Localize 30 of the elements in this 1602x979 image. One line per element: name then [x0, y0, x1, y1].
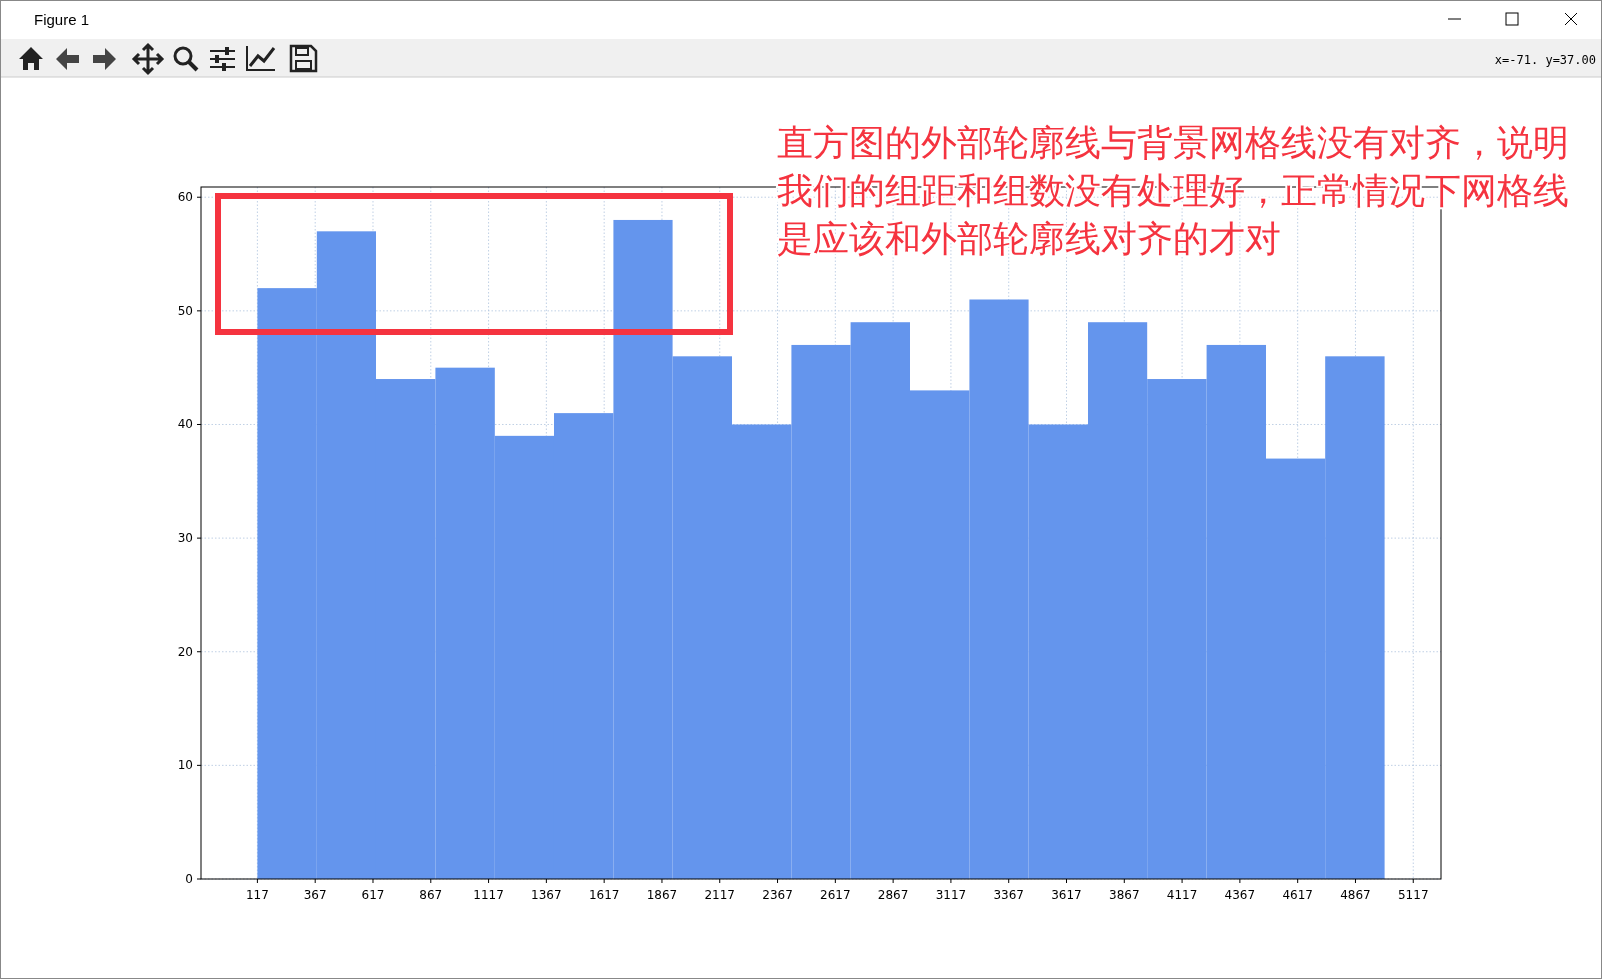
- y-tick-label: 20: [177, 644, 193, 659]
- x-tick-label: 1867: [646, 888, 678, 902]
- x-tick-label: 2867: [877, 888, 909, 902]
- caption: Figure 1: [34, 11, 90, 28]
- x-tick-label: 3117: [935, 888, 967, 902]
- x-tick-label: 617: [361, 888, 385, 902]
- x-tick-label: 5117: [1397, 888, 1429, 902]
- x-tick-label: 3617: [1051, 888, 1082, 902]
- x-tick-label: 867: [419, 888, 443, 902]
- x-tick-label: 3367: [993, 888, 1024, 902]
- x-tick-label: 2367: [762, 888, 793, 902]
- x-tick-label: 367: [303, 888, 327, 902]
- x-tick-label: 4617: [1282, 888, 1313, 902]
- x-tick-label: 2117: [704, 888, 736, 902]
- x-tick-label: 2617: [820, 888, 851, 902]
- y-tick-label: 30: [177, 531, 193, 546]
- x-tick-label: 1367: [531, 888, 562, 902]
- x-tick-label: 1117: [473, 888, 504, 902]
- y-tick-label: 10: [177, 758, 193, 773]
- y-tick-label: 0: [185, 872, 193, 886]
- y-tick-label: 40: [177, 417, 193, 432]
- x-tick-label: 117: [245, 888, 269, 902]
- x-tick-label: 4867: [1340, 888, 1371, 902]
- x-tick-label: 4367: [1224, 888, 1256, 902]
- x-tick-label: 1617: [588, 888, 620, 902]
- x-tick-label: 3867: [1109, 888, 1140, 902]
- text: x=-71. y=37.00: [1494, 53, 1596, 67]
- x-tick-label: 4117: [1166, 888, 1198, 902]
- y-tick-label: 50: [177, 303, 193, 318]
- y-tick-label: 60: [177, 190, 193, 205]
